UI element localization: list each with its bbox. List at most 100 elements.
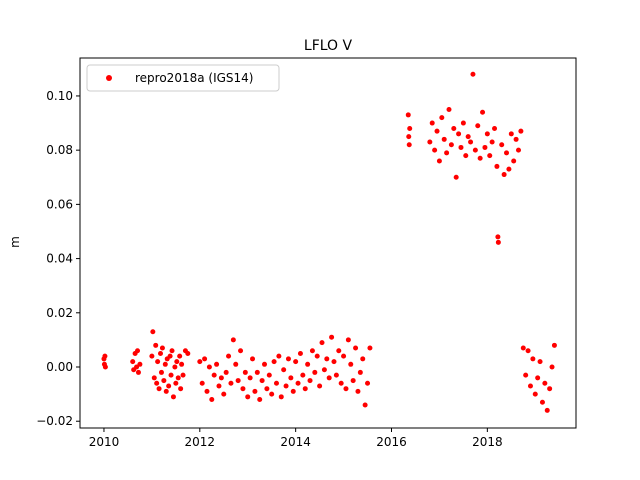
data-point — [326, 375, 332, 381]
data-point — [240, 386, 246, 392]
x-tick-label: 2012 — [185, 435, 216, 449]
data-point — [223, 369, 229, 375]
data-point — [506, 166, 512, 172]
data-point — [357, 369, 363, 375]
data-point — [233, 361, 239, 367]
data-point — [135, 348, 141, 354]
data-point — [501, 172, 507, 178]
data-point — [336, 348, 342, 354]
legend-box — [86, 64, 280, 92]
data-point — [216, 383, 222, 389]
data-point — [197, 359, 203, 365]
y-axis-label: m — [8, 236, 22, 248]
data-point — [153, 342, 159, 348]
data-point — [162, 361, 168, 367]
data-point — [102, 364, 108, 370]
data-point — [444, 150, 450, 156]
data-point — [266, 372, 272, 378]
data-point — [345, 337, 351, 343]
data-point — [158, 369, 164, 375]
data-point — [302, 386, 308, 392]
data-point — [202, 356, 208, 362]
data-point — [269, 391, 275, 397]
data-point — [319, 340, 325, 346]
data-point — [172, 364, 178, 370]
data-point — [329, 334, 335, 340]
y-tick-label: 0.06 — [46, 197, 73, 211]
data-point — [273, 380, 279, 386]
data-point — [527, 383, 533, 389]
data-point — [333, 372, 339, 378]
data-point — [495, 234, 501, 240]
data-point — [288, 375, 294, 381]
data-point — [460, 120, 466, 126]
data-point — [309, 348, 315, 354]
data-point — [173, 380, 179, 386]
data-point — [137, 361, 143, 367]
data-point — [226, 353, 232, 359]
data-point — [427, 139, 433, 145]
data-point — [167, 353, 173, 359]
data-point — [551, 342, 557, 348]
data-point — [489, 139, 495, 145]
data-point — [285, 356, 291, 362]
data-point — [549, 364, 555, 370]
data-point — [520, 345, 526, 351]
data-point — [305, 361, 311, 367]
data-point — [429, 120, 435, 126]
data-point — [350, 378, 356, 384]
y-tick-label: 0.00 — [46, 360, 73, 374]
data-point — [537, 359, 543, 365]
data-point — [439, 115, 445, 121]
data-point — [511, 158, 517, 164]
data-point — [453, 174, 459, 180]
data-point — [348, 361, 354, 367]
x-tick-label: 2014 — [280, 435, 311, 449]
data-point — [259, 378, 265, 384]
data-point — [163, 388, 169, 394]
data-point — [134, 364, 140, 370]
data-point — [278, 394, 284, 400]
data-point — [177, 353, 183, 359]
data-point — [238, 348, 244, 354]
data-point — [487, 153, 493, 159]
data-point — [341, 353, 347, 359]
data-point — [204, 388, 210, 394]
data-point — [495, 239, 501, 245]
data-point — [290, 388, 296, 394]
data-point — [475, 123, 481, 129]
plot-frame — [79, 57, 577, 429]
y-tick-label: −0.02 — [36, 414, 73, 428]
data-point — [228, 380, 234, 386]
data-point — [151, 375, 157, 381]
data-point — [482, 144, 488, 150]
data-point — [264, 386, 270, 392]
y-tick-label: 0.10 — [46, 89, 73, 103]
data-point — [492, 125, 498, 131]
data-point — [535, 375, 541, 381]
data-point — [362, 402, 368, 408]
data-point — [252, 388, 258, 394]
data-point — [168, 372, 174, 378]
legend-marker — [106, 75, 112, 81]
data-point — [159, 345, 165, 351]
data-point — [542, 380, 548, 386]
data-point — [472, 147, 478, 153]
data-point — [331, 359, 337, 365]
data-point — [166, 383, 172, 389]
data-point — [515, 147, 521, 153]
data-point — [235, 378, 241, 384]
data-point — [360, 356, 366, 362]
data-point — [434, 128, 440, 134]
data-point — [432, 147, 438, 153]
data-point — [283, 383, 289, 389]
data-point — [180, 372, 186, 378]
data-point — [324, 356, 330, 362]
data-point — [199, 380, 205, 386]
y-tick-label: 0.02 — [46, 306, 73, 320]
data-point — [135, 369, 141, 375]
legend-label: repro2018a (IGS14) — [135, 71, 253, 85]
data-point — [179, 361, 185, 367]
data-point — [154, 380, 160, 386]
data-point — [530, 356, 536, 362]
